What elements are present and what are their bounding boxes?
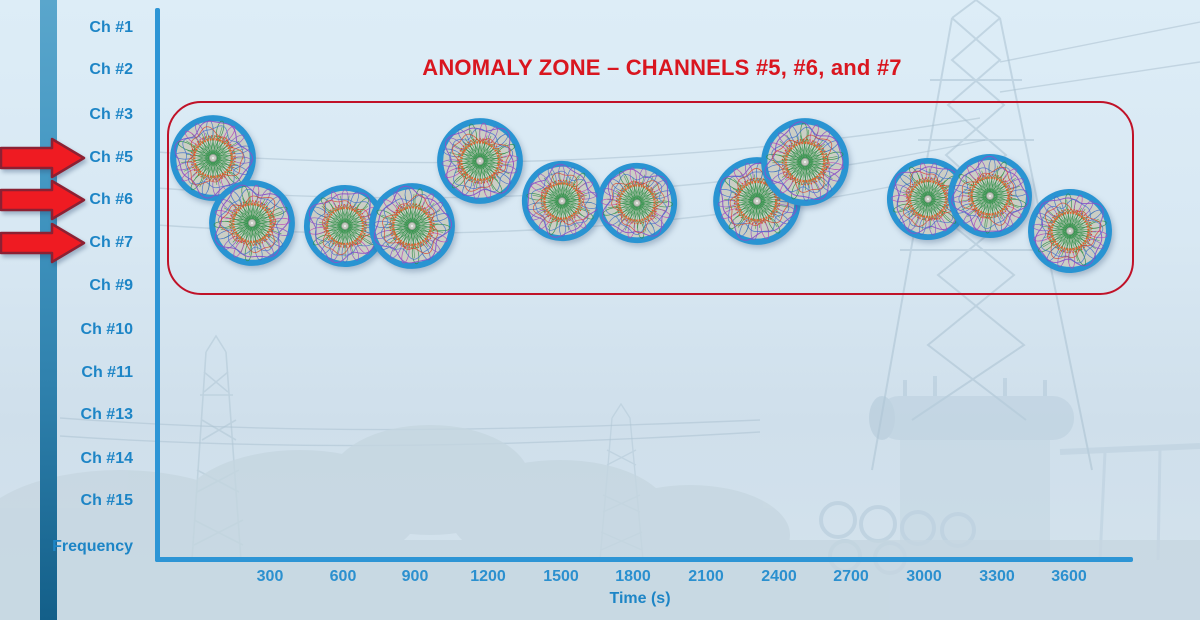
x-axis-tick-label: 600 (329, 568, 357, 585)
x-axis-tick-label: 2700 (833, 568, 869, 585)
x-axis-tick-label: 300 (256, 568, 284, 585)
radar-spectrum-marker (758, 115, 852, 209)
tree-line (0, 425, 1200, 620)
x-axis-tick-label: 1500 (543, 568, 579, 585)
y-axis-label: Ch #1 (89, 19, 133, 36)
red-arrow-icon (0, 137, 86, 179)
red-arrow-icon (0, 222, 86, 264)
x-axis-tick-label: 3000 (906, 568, 942, 585)
x-axis-tick-label: 900 (401, 568, 429, 585)
y-axis-label: Ch #15 (80, 492, 133, 509)
x-axis-title: Time (s) (609, 590, 671, 607)
y-axis-label: Ch #7 (89, 234, 133, 251)
radar-spectrum-marker (206, 177, 298, 269)
x-axis-tick-label: 1200 (470, 568, 506, 585)
y-axis-line (155, 8, 160, 562)
y-axis-label: Frequency (52, 538, 133, 555)
y-axis-label: Ch #5 (89, 149, 133, 166)
y-axis-label: Ch #3 (89, 106, 133, 123)
x-axis-tick-label: 3300 (979, 568, 1015, 585)
y-axis-label: Ch #10 (80, 321, 133, 338)
x-axis-tick-label: 3600 (1051, 568, 1087, 585)
radar-spectrum-marker (519, 158, 605, 244)
y-axis-label: Ch #14 (80, 450, 133, 467)
y-axis-label: Ch #9 (89, 277, 133, 294)
left-accent-bar (40, 0, 57, 620)
radar-spectrum-marker (1025, 186, 1115, 276)
y-axis-label: Ch #6 (89, 191, 133, 208)
radar-spectrum-marker (434, 115, 526, 207)
y-axis-label: Ch #13 (80, 406, 133, 423)
x-axis-tick-label: 1800 (615, 568, 651, 585)
radar-spectrum-marker (594, 160, 680, 246)
radar-spectrum-marker (945, 151, 1035, 241)
y-axis-label: Ch #11 (81, 364, 133, 381)
x-axis-tick-label: 2400 (761, 568, 797, 585)
anomaly-zone-title: ANOMALY ZONE – CHANNELS #5, #6, and #7 (422, 55, 902, 80)
x-axis-tick-label: 2100 (688, 568, 724, 585)
y-axis-label: Ch #2 (89, 61, 133, 78)
anomaly-zone-box (167, 101, 1134, 295)
x-axis-line (155, 557, 1133, 562)
red-arrow-icon (0, 179, 86, 221)
